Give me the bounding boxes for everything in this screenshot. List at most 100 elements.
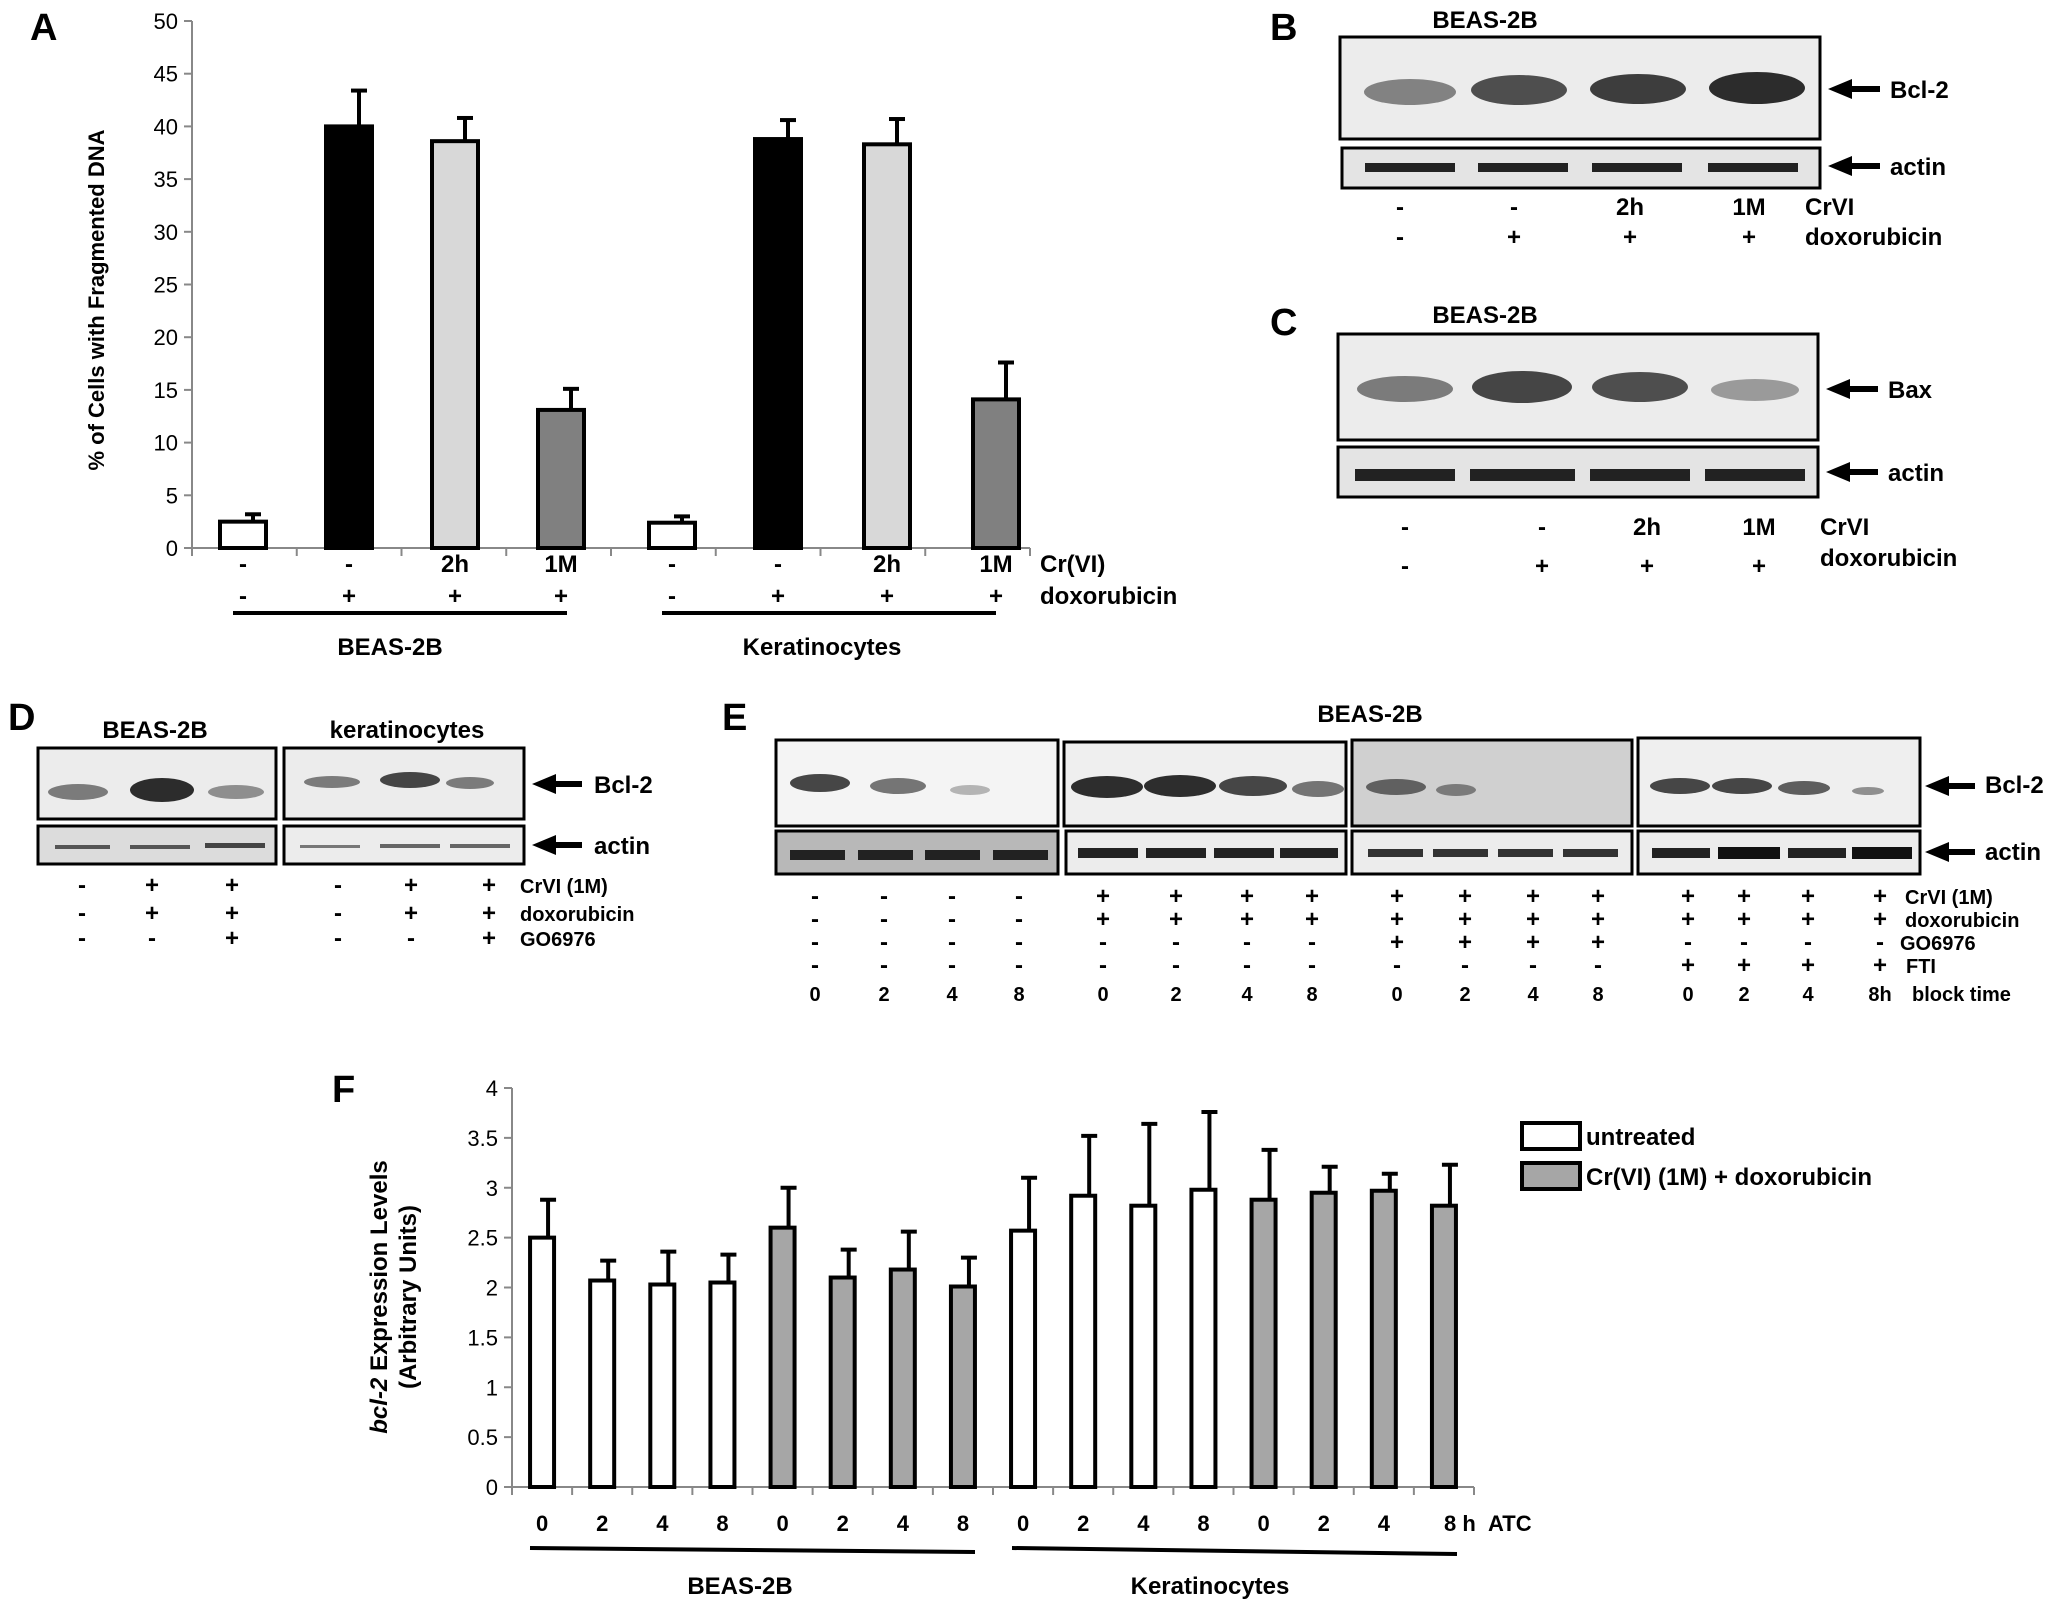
a-doxorubicin-value: + xyxy=(448,583,462,610)
panel_c-doxorubicin-mark: + xyxy=(1535,553,1549,580)
e-treatment-mark: + xyxy=(1801,952,1815,979)
d-actin-2 xyxy=(130,845,190,849)
d-treatment-mark: - xyxy=(334,900,342,927)
e-treatment-mark: - xyxy=(948,929,956,956)
c-title: BEAS-2B xyxy=(1432,302,1537,329)
d-row-label: CrVI (1M) xyxy=(520,876,608,898)
e-treatment-mark: 8 xyxy=(1013,984,1024,1006)
d-title-beas: BEAS-2B xyxy=(102,717,207,744)
panel_c-crvi-mark: - xyxy=(1401,514,1409,541)
e-treatment-mark: - xyxy=(811,883,819,910)
b-crvi-label: CrVI xyxy=(1805,194,1854,221)
e-band-9 xyxy=(1436,784,1476,796)
panel-label-a: A xyxy=(30,7,57,49)
panel-label-f: F xyxy=(332,1069,355,1111)
e-treatment-mark: 2 xyxy=(1738,984,1749,1006)
e-treatment-mark: - xyxy=(811,929,819,956)
a-bar xyxy=(971,397,1021,550)
a-y-tick-label: 0 xyxy=(166,536,178,561)
panel-label-d: D xyxy=(8,697,35,739)
f-y-tick-label: 1.5 xyxy=(467,1325,498,1350)
a-doxorubicin-row-label: doxorubicin xyxy=(1040,583,1177,610)
e-treatment-mark: - xyxy=(1308,952,1316,979)
c-band-1 xyxy=(1357,376,1453,402)
e-arrow-icon-actin xyxy=(1925,842,1975,862)
e-treatment-mark: - xyxy=(1393,952,1401,979)
d-treatment-mark: - xyxy=(78,900,86,927)
f-y-tick-label: 3.5 xyxy=(467,1126,498,1151)
f-y-tick-label: 1 xyxy=(486,1375,498,1400)
f-x-tick-label: 4 xyxy=(656,1511,669,1536)
e-treatment-mark: + xyxy=(1458,929,1472,956)
e-actin-4 xyxy=(993,850,1048,860)
d-actin-1 xyxy=(55,845,110,849)
a-crvi-value: 2h xyxy=(441,551,469,578)
e-treatment-mark: 8 xyxy=(1592,984,1603,1006)
e-blot-frame-actin-4 xyxy=(1636,829,1922,876)
e-treatment-mark: - xyxy=(1308,929,1316,956)
e-treatment-mark: + xyxy=(1096,906,1110,933)
d-treatment-mark: + xyxy=(225,900,239,927)
e-band-6 xyxy=(1219,776,1287,796)
f-x-tick-label: 0 xyxy=(1257,1511,1269,1536)
e-treatment-marks: - - - - + + + + + + + + + + + +- - - - + + + + + + + + + + + +- - - - - - - -… xyxy=(809,883,2019,1006)
b-treatment-marks: - - 2h 1M - + + + xyxy=(1396,194,1766,251)
f-legend-swatch-untreated xyxy=(1520,1121,1582,1151)
e-actin-10 xyxy=(1433,849,1488,857)
panel_b-crvi-mark: 1M xyxy=(1732,194,1765,221)
panel-label-e: E xyxy=(722,697,747,739)
e-row-label: FTI xyxy=(1906,956,1936,978)
a-bar xyxy=(862,142,912,550)
e-band-label-bcl2: Bcl-2 xyxy=(1985,772,2044,799)
f-y-tick-label: 4 xyxy=(486,1076,498,1101)
d-arrow-icon-actin xyxy=(532,835,582,855)
e-treatment-mark: - xyxy=(1243,952,1251,979)
a-crvi-value: 1M xyxy=(979,551,1012,578)
e-actin-5 xyxy=(1078,848,1138,858)
e-band-10 xyxy=(1650,778,1710,794)
d-treatment-mark: - xyxy=(148,925,156,952)
f-x-labels: 0 2 4 8 0 2 4 8 0 2 4 8 0 2 4 8 h xyxy=(536,1511,1476,1536)
e-treatment-mark: 2 xyxy=(878,984,889,1006)
e-blot-frame-bcl2-4 xyxy=(1636,736,1922,828)
e-treatment-mark: + xyxy=(1737,906,1751,933)
f-legend-label-treated: Cr(VI) (1M) + doxorubicin xyxy=(1586,1164,1872,1191)
f-x-tick-label: 0 xyxy=(536,1511,548,1536)
d-arrow-icon-bcl2 xyxy=(532,774,582,794)
d-treatment-mark: + xyxy=(404,872,418,899)
a-y-axis-label: % of Cells with Fragmented DNA xyxy=(84,129,109,470)
f-x-tick-label: 4 xyxy=(897,1511,910,1536)
e-treatment-mark: 8h xyxy=(1868,984,1891,1006)
e-actin-11 xyxy=(1498,849,1553,857)
e-treatment-mark: + xyxy=(1591,929,1605,956)
panel_c-doxorubicin-mark: - xyxy=(1401,553,1409,580)
e-treatment-mark: 0 xyxy=(1391,984,1402,1006)
d-band-4 xyxy=(304,776,360,788)
e-band-7 xyxy=(1292,781,1344,797)
a-bar xyxy=(536,407,586,550)
c-crvi-label: CrVI xyxy=(1820,514,1869,541)
panel_b-crvi-mark: - xyxy=(1510,194,1518,221)
a-crvi-row-label: Cr(VI) xyxy=(1040,551,1105,578)
e-treatment-mark: + xyxy=(1526,906,1540,933)
d-treatment-mark: - xyxy=(334,925,342,952)
a-y-tick-label: 15 xyxy=(154,378,178,403)
f-y-axis-label-gene: bcl-2 xyxy=(366,1377,393,1434)
a-crvi-value: - xyxy=(239,551,247,578)
e-treatment-mark: - xyxy=(948,883,956,910)
e-treatment-mark: + xyxy=(1305,906,1319,933)
e-treatment-mark: + xyxy=(1169,883,1183,910)
e-blot-frame-actin-2 xyxy=(1064,829,1348,876)
e-treatment-mark: + xyxy=(1681,952,1695,979)
d-band-3 xyxy=(208,785,264,799)
c-blot-frame-actin xyxy=(1336,445,1820,499)
a-bar xyxy=(430,139,480,550)
a-bar xyxy=(324,124,374,551)
c-band-2 xyxy=(1472,371,1572,403)
e-treatment-mark: + xyxy=(1458,906,1472,933)
f-y-axis-label-rest: Expression Levels xyxy=(366,1160,393,1377)
f-bar xyxy=(1369,1188,1398,1490)
a-group-label-beas: BEAS-2B xyxy=(337,634,442,661)
e-treatment-mark: + xyxy=(1737,952,1751,979)
